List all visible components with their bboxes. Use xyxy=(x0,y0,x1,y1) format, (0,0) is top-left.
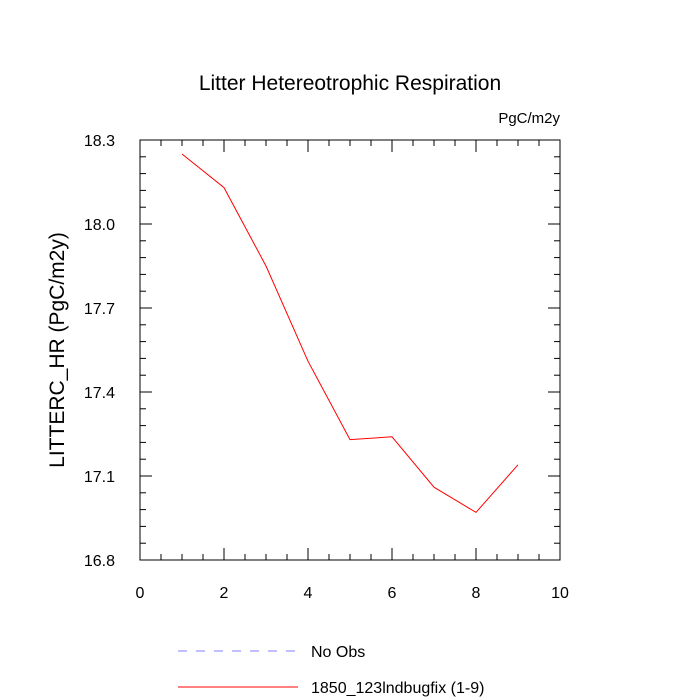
y-tick-label: 16.8 xyxy=(84,553,115,570)
series-line xyxy=(181,153,519,514)
y-tick-label: 17.4 xyxy=(84,385,115,402)
x-tick-label: 8 xyxy=(472,585,481,602)
x-tick-label: 0 xyxy=(136,585,145,602)
tick-labels: 0 2 4 6 8 10 16.8 17.1 17.4 17.7 18.0 18.3 xyxy=(84,133,569,602)
x-tick-label: 2 xyxy=(220,585,229,602)
plot-frame xyxy=(139,139,561,561)
x-tick-label: 6 xyxy=(388,585,397,602)
y-tick-label: 18.3 xyxy=(84,133,115,150)
y-tick-label: 17.1 xyxy=(84,469,115,486)
x-tick-label: 10 xyxy=(551,585,569,602)
chart-title: Litter Hetereotrophic Respiration xyxy=(199,72,501,95)
x-tick-label: 4 xyxy=(304,585,313,602)
units-label: PgC/m2y xyxy=(498,110,560,127)
y-tick-label: 18.0 xyxy=(84,217,115,234)
legend: No Obs 1850_123lndbugfix (1-9) xyxy=(178,644,484,697)
y-axis-label: LITTERC_HR (PgC/m2y) xyxy=(46,232,69,468)
series-lines xyxy=(181,153,519,514)
y-tick-label: 17.7 xyxy=(84,301,115,318)
legend-label: 1850_123lndbugfix (1-9) xyxy=(311,680,484,697)
legend-label: No Obs xyxy=(311,644,365,661)
axis-ticks xyxy=(139,139,561,561)
